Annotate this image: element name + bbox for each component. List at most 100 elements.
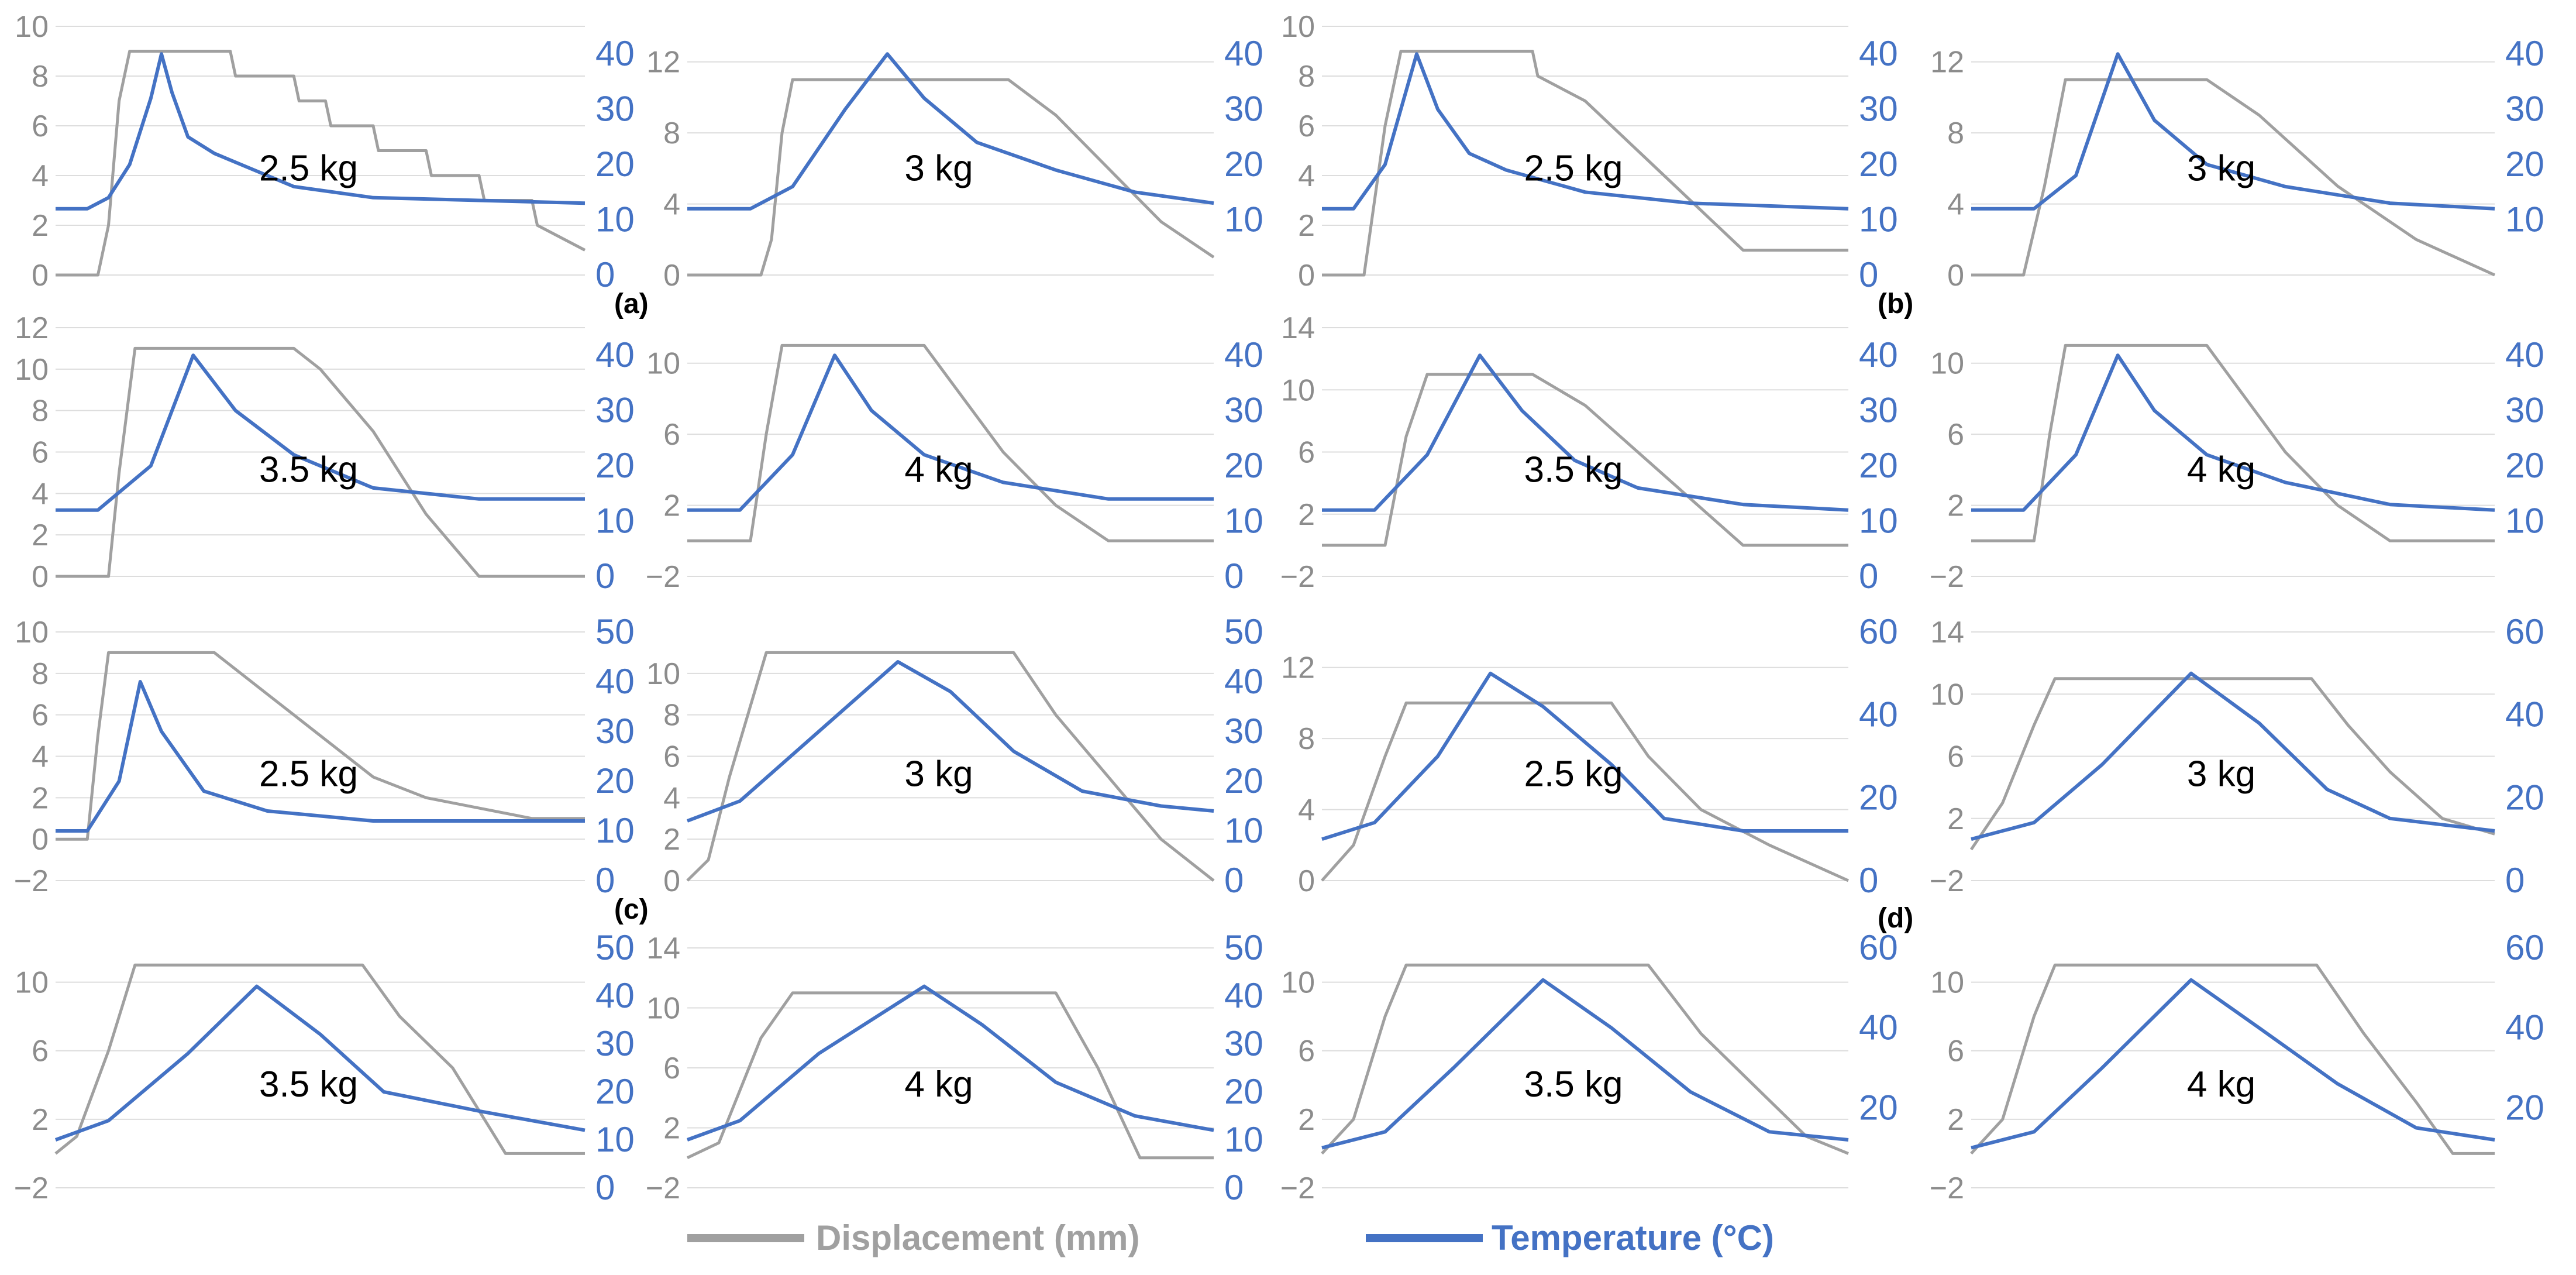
group-label: (a) xyxy=(614,288,649,319)
left-tick-label: 2 xyxy=(1947,802,1964,836)
legend-label-temperature: Temperature (°C) xyxy=(1492,1218,1774,1257)
right-tick-label: 10 xyxy=(1224,200,1263,239)
left-tick-label: 6 xyxy=(1298,436,1315,470)
right-tick-label: 20 xyxy=(1859,446,1898,485)
right-tick-label: 30 xyxy=(595,712,635,751)
displacement-line xyxy=(687,343,1214,542)
right-tick-label: 20 xyxy=(2505,1088,2544,1127)
right-tick-label: 60 xyxy=(1859,928,1898,967)
temperature-line xyxy=(1321,671,1848,841)
displacement-line xyxy=(1321,701,1850,882)
panel-title: 2.5 kg xyxy=(1524,754,1623,795)
chart-panel: −2 2 6 10 10 20 30 40 4 kg xyxy=(1930,335,2544,594)
panel-title: 3.5 kg xyxy=(259,1064,358,1105)
right-tick-label: 0 xyxy=(1859,255,1878,294)
right-tick-label: 40 xyxy=(1224,34,1263,73)
chart-panel: −2 2 6 10 14 0 10 20 30 40 50 4 kg xyxy=(646,928,1263,1207)
chart-panel: 0 2 4 6 8 10 0 10 20 30 40 50 3 kg xyxy=(646,612,1263,900)
chart-panel: −2 2 6 10 0 10 20 30 40 50 3.5 kg xyxy=(14,928,635,1207)
right-tick-label: 40 xyxy=(1859,1008,1898,1047)
right-tick-label: 40 xyxy=(595,976,635,1015)
left-tick-label: 6 xyxy=(32,699,49,733)
chart-panel: 0 2 4 6 8 10 0 10 20 30 40 2.5 kg xyxy=(15,10,635,294)
left-tick-label: 8 xyxy=(1298,722,1315,756)
right-tick-label: 40 xyxy=(2505,1008,2544,1047)
panel-title: 3 kg xyxy=(2187,754,2255,795)
right-tick-label: 0 xyxy=(1859,861,1878,900)
temperature-line xyxy=(687,353,1214,512)
chart-panel: 0 4 8 12 10 20 30 40 3 kg xyxy=(646,34,1263,293)
left-tick-label: 6 xyxy=(1298,1035,1315,1068)
displacement-line xyxy=(1969,677,2495,851)
left-tick-label: 6 xyxy=(32,1035,49,1068)
temperature-line xyxy=(1322,52,1849,211)
left-tick-label: 14 xyxy=(1930,616,1964,649)
chart-panel: −2 0 2 4 6 8 10 0 10 20 30 40 50 2.5 kg xyxy=(14,612,635,900)
right-tick-label: 0 xyxy=(1859,556,1878,596)
left-tick-label: −2 xyxy=(1280,1171,1315,1205)
right-tick-label: 40 xyxy=(1224,976,1263,1015)
left-tick-label: 10 xyxy=(1930,347,1964,381)
temperature-line xyxy=(56,52,586,211)
temperature-line xyxy=(686,660,1214,823)
left-tick-label: 0 xyxy=(1947,259,1964,293)
right-tick-label: 0 xyxy=(1224,1168,1244,1207)
temperature-line xyxy=(56,680,585,833)
right-tick-label: 40 xyxy=(1224,662,1263,701)
right-tick-label: 10 xyxy=(595,811,635,850)
left-tick-label: 0 xyxy=(1298,864,1315,898)
left-tick-label: 8 xyxy=(1947,116,1964,150)
left-tick-label: 6 xyxy=(663,418,680,452)
right-tick-label: 50 xyxy=(1224,928,1263,967)
right-tick-label: 40 xyxy=(595,34,635,73)
chart-panel: 0 2 4 6 8 10 12 0 10 20 30 40 3.5 kg xyxy=(15,311,635,596)
displacement-line xyxy=(686,651,1215,882)
right-tick-label: 40 xyxy=(1859,695,1898,734)
temperature-line xyxy=(1322,353,1849,512)
temperature-line xyxy=(1321,978,1849,1150)
right-tick-label: 10 xyxy=(1224,811,1263,850)
left-tick-label: 8 xyxy=(32,657,49,691)
left-tick-label: 4 xyxy=(1947,188,1964,222)
left-tick-label: 2 xyxy=(1298,498,1315,532)
chart-panel: 0 4 8 12 10 20 30 40 3 kg xyxy=(1930,34,2544,293)
right-tick-label: 40 xyxy=(2505,34,2544,73)
displacement-line xyxy=(1971,343,2495,542)
right-tick-label: 60 xyxy=(1859,612,1898,651)
right-tick-label: 10 xyxy=(595,200,635,239)
left-tick-label: 6 xyxy=(32,436,49,470)
left-tick-label: −2 xyxy=(646,560,680,594)
left-tick-label: 6 xyxy=(1298,109,1315,143)
right-tick-label: 60 xyxy=(2505,612,2544,651)
panel-title: 3.5 kg xyxy=(259,450,358,490)
left-tick-label: 4 xyxy=(663,781,680,815)
temperature-line xyxy=(1971,52,2495,211)
left-tick-label: −2 xyxy=(1930,1171,1964,1205)
right-tick-label: 20 xyxy=(2505,145,2544,184)
left-tick-label: 6 xyxy=(1947,1035,1964,1068)
panel-title: 4 kg xyxy=(2187,450,2255,490)
right-tick-label: 50 xyxy=(595,612,635,651)
right-tick-label: 20 xyxy=(1224,1072,1263,1111)
right-tick-label: 20 xyxy=(595,446,635,485)
right-tick-label: 0 xyxy=(595,255,615,294)
panel-title: 4 kg xyxy=(2187,1064,2255,1105)
right-tick-label: 30 xyxy=(2505,90,2544,129)
left-tick-label: 12 xyxy=(646,46,680,80)
left-tick-label: 2 xyxy=(32,209,49,243)
left-tick-label: 0 xyxy=(32,259,49,293)
right-tick-label: 30 xyxy=(1224,1024,1263,1063)
displacement-line xyxy=(1971,78,2496,277)
right-tick-label: 10 xyxy=(595,501,635,541)
right-tick-label: 30 xyxy=(1224,90,1263,129)
left-tick-label: 6 xyxy=(663,740,680,774)
legend-label-displacement: Displacement (mm) xyxy=(816,1218,1139,1257)
left-tick-label: 12 xyxy=(15,311,49,345)
panel-title: 2.5 kg xyxy=(259,149,358,189)
left-tick-label: 2 xyxy=(663,823,680,857)
chart-panel: −2 2 6 10 0 10 20 30 40 4 kg xyxy=(646,335,1263,596)
displacement-line xyxy=(54,963,585,1155)
chart-panel: 0 4 8 12 0 20 40 60 2.5 kg xyxy=(1281,612,1898,900)
right-tick-label: 50 xyxy=(1224,612,1263,651)
